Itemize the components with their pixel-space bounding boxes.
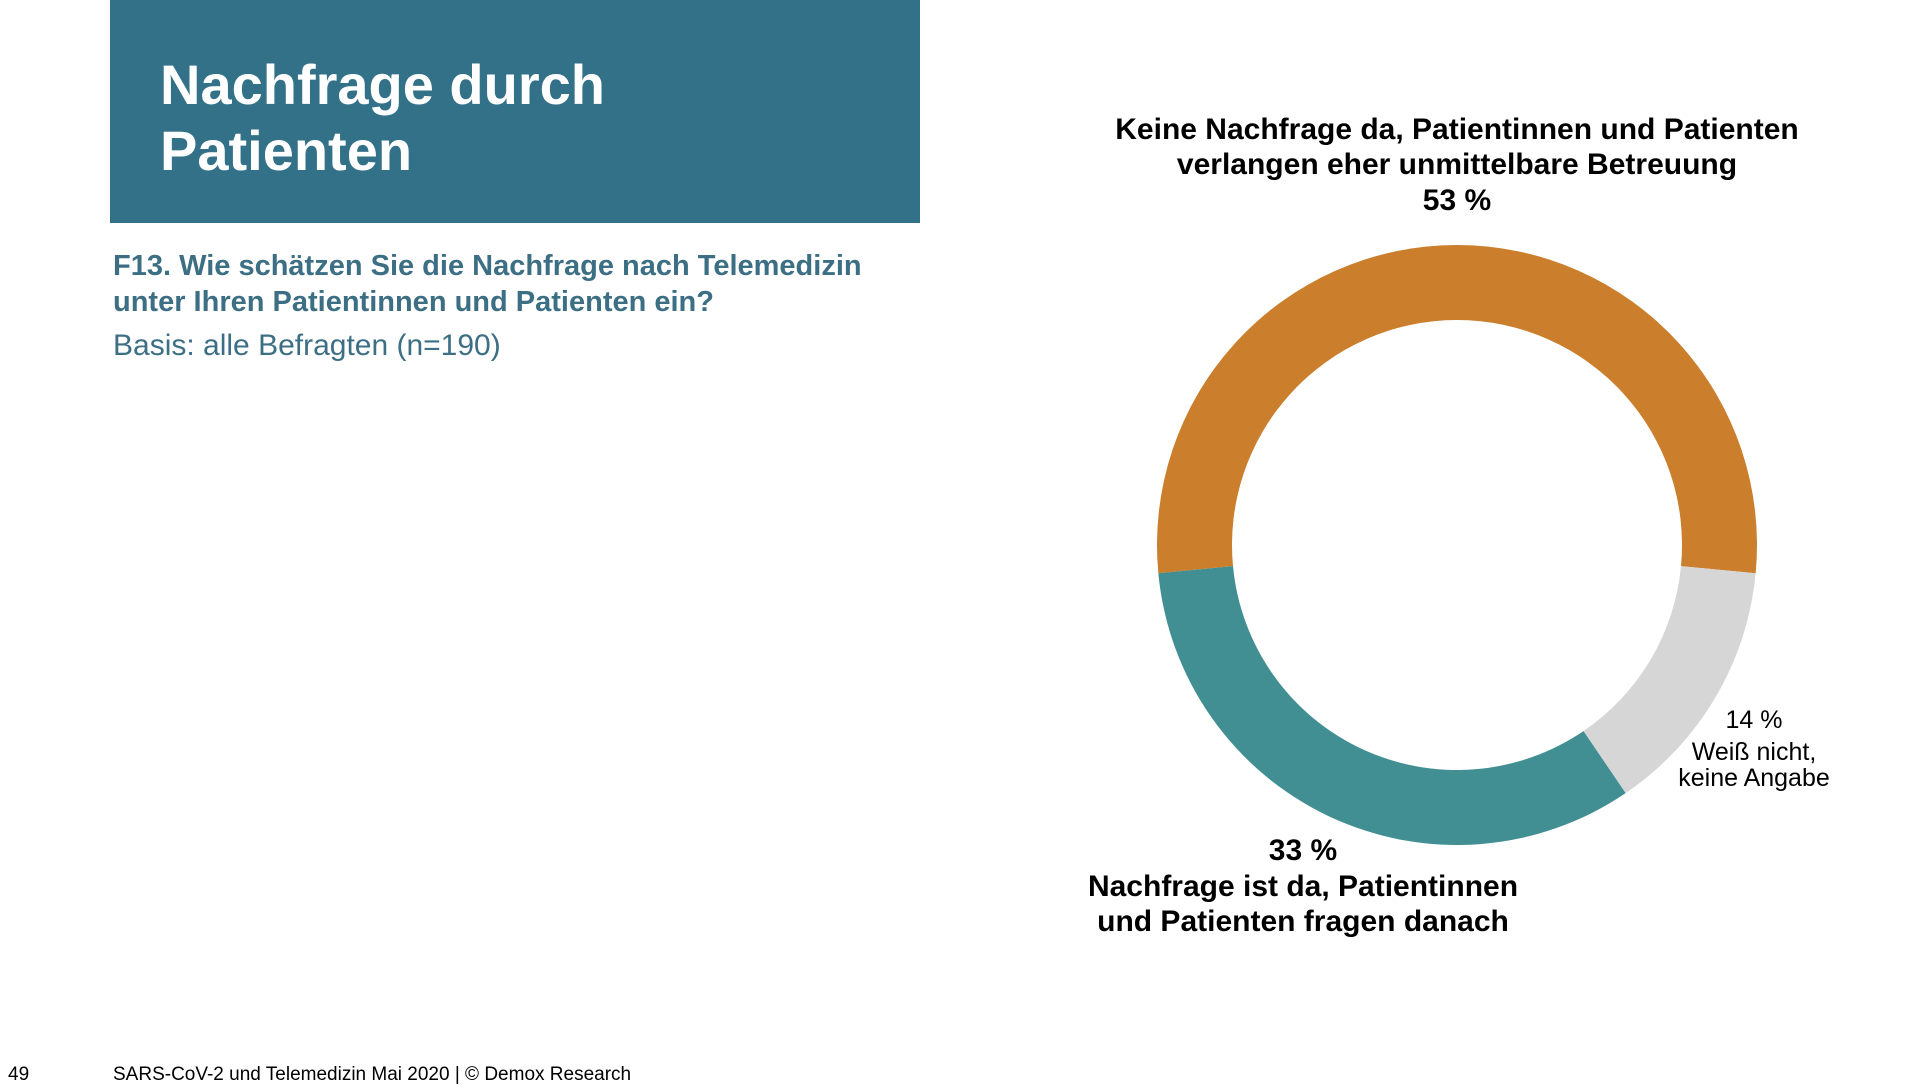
donut-slice-weiss-nicht bbox=[1583, 566, 1756, 794]
donut-slice-nachfrage-da bbox=[1158, 566, 1626, 845]
slice-value-weiss-nicht: 14 % bbox=[1726, 706, 1783, 734]
slide-title-line-2: Patienten bbox=[160, 119, 413, 182]
donut-slices bbox=[1157, 244, 1757, 845]
slice-label-weiss-nicht-line-1: Weiß nicht, bbox=[1692, 738, 1817, 766]
slice-label-keine-nachfrage-line-2: verlangen eher unmittelbare Betreuung bbox=[1177, 148, 1737, 181]
title-banner: Nachfrage durch Patienten bbox=[110, 0, 920, 223]
slice-value-keine-nachfrage: 53 % bbox=[1423, 184, 1491, 217]
slice-label-nachfrage-da-line-2: und Patienten fragen danach bbox=[1097, 905, 1509, 938]
sample-basis: Basis: alle Befragten (n=190) bbox=[113, 329, 501, 362]
slice-label-weiss-nicht-line-2: keine Angabe bbox=[1678, 764, 1830, 792]
slice-value-nachfrage-da: 33 % bbox=[1269, 834, 1337, 867]
donut-chart: Keine Nachfrage da, Patientinnen und Pat… bbox=[1088, 113, 1830, 938]
slice-label-nachfrage-da-line-1: Nachfrage ist da, Patientinnen bbox=[1088, 870, 1518, 903]
slide-title: Nachfrage durch Patienten bbox=[160, 52, 900, 184]
slice-label-keine-nachfrage-line-1: Keine Nachfrage da, Patientinnen und Pat… bbox=[1115, 113, 1798, 146]
survey-question-line-2: unter Ihren Patientinnen und Patienten e… bbox=[113, 286, 714, 318]
page-number: 49 bbox=[8, 1064, 30, 1085]
slide-title-line-1: Nachfrage durch bbox=[160, 53, 605, 116]
footer-source: SARS-CoV-2 und Telemedizin Mai 2020 | © … bbox=[113, 1064, 632, 1085]
donut-slice-keine-nachfrage bbox=[1157, 244, 1757, 574]
survey-question-line-1: F13. Wie schätzen Sie die Nachfrage nach… bbox=[113, 250, 862, 282]
survey-question: F13. Wie schätzen Sie die Nachfrage nach… bbox=[113, 248, 943, 320]
